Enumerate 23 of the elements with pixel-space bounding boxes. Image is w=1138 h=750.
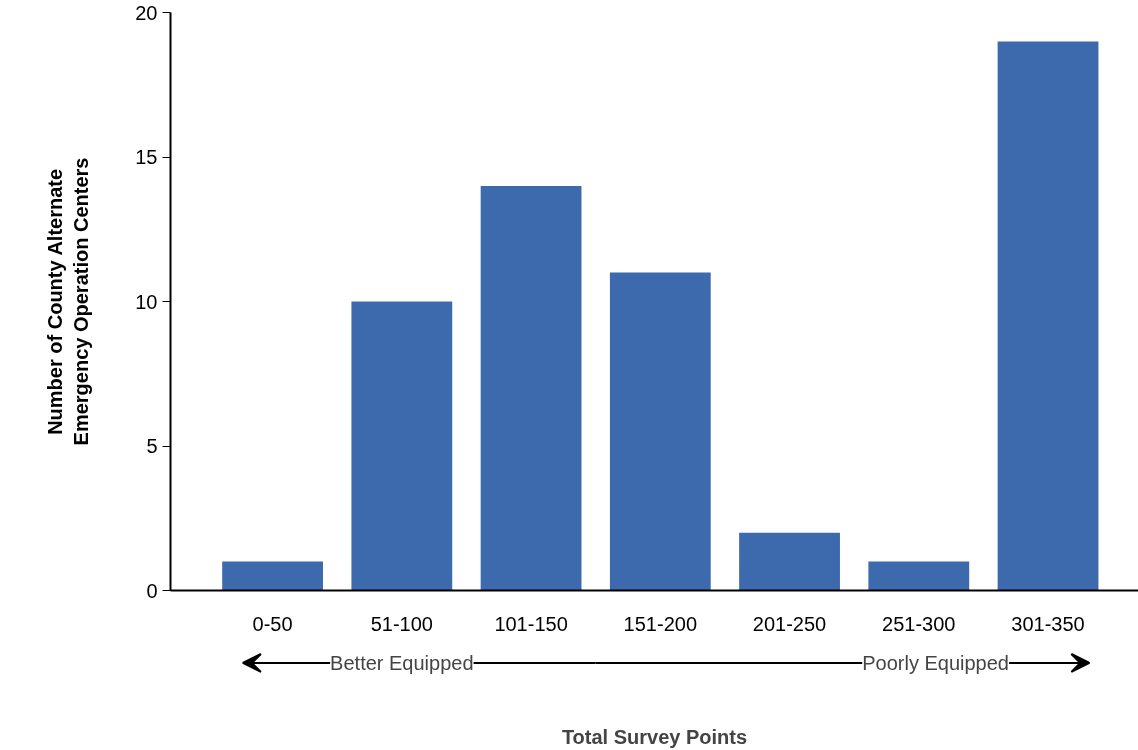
text: Poorly Equipped — [862, 651, 1009, 674]
text: Better Equipped — [330, 651, 474, 674]
x-tick-label: 201-250 — [752, 612, 827, 635]
x-tick-label: 151-200 — [623, 612, 698, 635]
y-tick-label: 20 — [135, 1, 158, 24]
bar — [480, 185, 582, 591]
y-axis-title: Number of County Alternate Emergency Operation Centers — [43, 157, 93, 446]
x-axis-title: Total Survey Points — [561, 725, 748, 748]
bar — [868, 561, 970, 591]
y-tick-label: 10 — [135, 290, 158, 313]
x-tick-label: 101-150 — [494, 612, 568, 635]
x-tick-label: 51-100 — [370, 612, 433, 635]
bar — [351, 301, 453, 591]
y-tick-label: 0 — [146, 579, 158, 602]
bar — [609, 272, 711, 591]
x-tick-label: 301-350 — [1011, 612, 1085, 635]
x-tick-label: 0-50 — [252, 612, 293, 635]
bar — [997, 41, 1099, 591]
y-tick-label: 15 — [135, 146, 158, 168]
y-tick-label: 5 — [146, 435, 158, 457]
bar — [739, 532, 840, 591]
x-tick-label: 251-300 — [882, 612, 956, 635]
bar — [222, 561, 323, 591]
